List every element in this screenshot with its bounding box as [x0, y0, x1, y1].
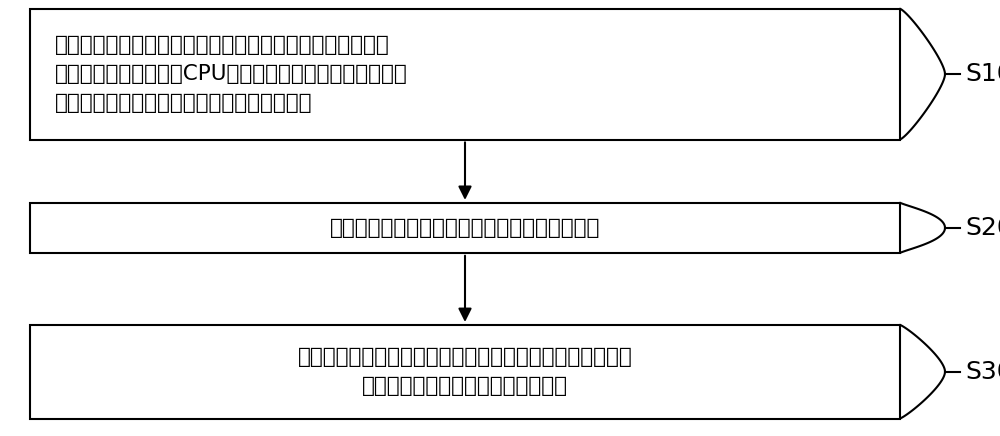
Text: 在检测到分布式交换设备的业务卡的链路聚合成员端口发生
故障时，所述业务卡的CPU设置本地交换芯片，通过所述本
地交换芯片对故障成员端口的业务流进行保护: 在检测到分布式交换设备的业务卡的链路聚合成员端口发生 故障时，所述业务卡的CPU…: [55, 35, 408, 113]
Text: S20: S20: [965, 216, 1000, 240]
Text: S30: S30: [965, 360, 1000, 384]
Text: S10: S10: [965, 62, 1000, 86]
FancyBboxPatch shape: [30, 203, 900, 253]
Text: 所述业务卡发送故障信息至主控卡，所述主控卡通知各业务
卡进行收敛，并更新链路聚合汇聚表: 所述业务卡发送故障信息至主控卡，所述主控卡通知各业务 卡进行收敛，并更新链路聚合…: [298, 347, 632, 396]
Text: 所述业务卡将所述业务流切换至非故障成员端口: 所述业务卡将所述业务流切换至非故障成员端口: [330, 218, 600, 238]
FancyBboxPatch shape: [30, 9, 900, 140]
FancyBboxPatch shape: [30, 325, 900, 419]
